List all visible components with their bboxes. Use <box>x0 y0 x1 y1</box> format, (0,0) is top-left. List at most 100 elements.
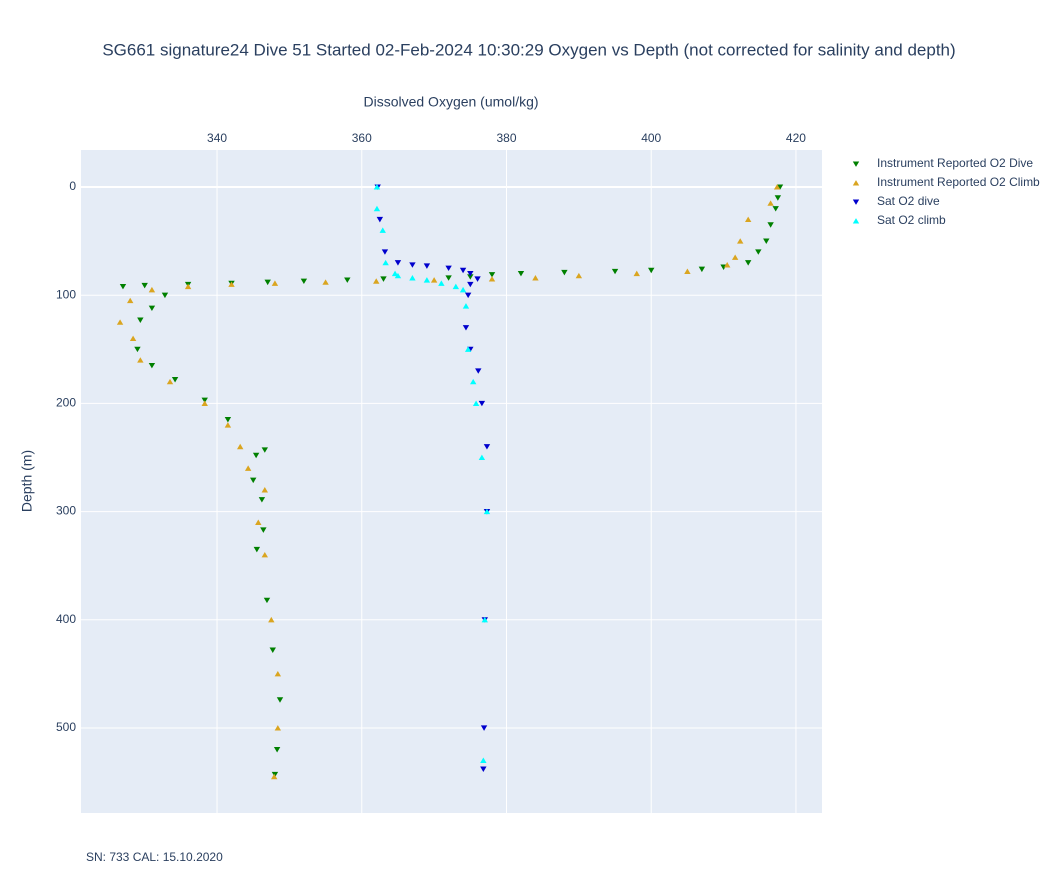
marker <box>459 286 467 293</box>
marker <box>224 417 232 423</box>
marker <box>445 265 452 272</box>
marker <box>253 546 261 553</box>
legend-marker <box>852 218 860 224</box>
marker <box>423 263 431 269</box>
marker <box>129 335 137 342</box>
marker <box>773 184 781 190</box>
marker <box>462 303 470 309</box>
marker <box>344 277 351 283</box>
annotation: SN: 733 CAL: 15.10.2020 <box>86 850 223 864</box>
marker <box>483 508 491 515</box>
marker <box>381 249 389 255</box>
marker <box>268 616 275 623</box>
marker <box>467 281 474 288</box>
marker <box>379 227 386 233</box>
marker <box>452 283 460 290</box>
marker <box>462 325 470 331</box>
marker <box>391 270 399 277</box>
marker <box>171 377 179 383</box>
marker <box>467 270 474 277</box>
legend-label: Sat O2 climb <box>877 213 946 227</box>
marker <box>137 317 144 323</box>
marker <box>382 259 389 266</box>
marker <box>776 184 784 190</box>
marker <box>744 260 752 266</box>
marker <box>119 283 127 290</box>
marker <box>273 747 281 753</box>
marker <box>271 280 279 286</box>
marker <box>731 254 739 260</box>
y-tick-label: 200 <box>56 396 76 410</box>
marker <box>394 272 402 279</box>
x-tick-label: 400 <box>641 131 661 145</box>
marker <box>481 616 488 623</box>
marker <box>763 238 770 244</box>
legend-label: Instrument Reported O2 Dive <box>877 156 1033 170</box>
marker <box>409 262 416 268</box>
marker <box>373 205 381 212</box>
legend-marker <box>852 199 860 205</box>
marker <box>474 276 481 282</box>
marker <box>475 368 482 374</box>
marker <box>394 260 402 266</box>
marker <box>698 266 706 273</box>
marker <box>141 282 148 289</box>
marker <box>483 444 491 450</box>
marker <box>755 249 762 255</box>
y-tick-label: 0 <box>69 179 76 193</box>
marker <box>488 276 496 282</box>
marker <box>684 268 691 274</box>
marker <box>737 238 744 244</box>
marker <box>459 267 467 274</box>
x-tick-label: 360 <box>352 131 372 145</box>
y-tick-label: 500 <box>56 720 76 734</box>
marker <box>224 422 232 428</box>
marker <box>648 267 655 274</box>
marker <box>184 283 192 290</box>
marker <box>480 725 488 731</box>
legend-marker <box>852 180 860 186</box>
marker <box>264 279 271 286</box>
marker <box>258 497 266 503</box>
marker <box>774 195 782 201</box>
marker <box>276 697 284 703</box>
marker <box>261 487 269 493</box>
marker <box>148 362 156 369</box>
marker <box>127 297 134 304</box>
marker <box>201 400 208 406</box>
marker <box>261 447 269 453</box>
marker <box>260 527 267 533</box>
marker <box>274 670 282 677</box>
marker <box>137 357 144 363</box>
marker <box>134 346 141 353</box>
marker <box>255 519 262 525</box>
chart-title: SG661 signature24 Dive 51 Started 02-Feb… <box>102 40 955 59</box>
marker <box>767 200 774 206</box>
marker <box>478 400 486 407</box>
marker <box>263 597 271 604</box>
marker <box>228 281 235 287</box>
marker <box>269 647 276 653</box>
x-tick-label: 340 <box>207 131 227 145</box>
x-axis-title: Dissolved Oxygen (umol/kg) <box>363 94 538 110</box>
marker <box>480 766 487 772</box>
marker <box>236 443 244 450</box>
marker <box>271 771 279 778</box>
marker <box>373 278 380 284</box>
marker <box>772 206 779 212</box>
y-tick-label: 400 <box>56 612 76 626</box>
marker <box>532 275 539 281</box>
y-tick-label: 100 <box>56 287 76 301</box>
marker <box>744 216 752 223</box>
marker <box>438 280 445 286</box>
marker <box>430 277 438 283</box>
marker <box>161 292 169 299</box>
marker <box>322 279 329 285</box>
marker <box>252 452 260 459</box>
marker <box>633 270 640 277</box>
y-axis-title: Depth (m) <box>19 450 35 512</box>
marker <box>767 222 774 228</box>
marker <box>274 725 282 731</box>
marker <box>376 216 384 223</box>
